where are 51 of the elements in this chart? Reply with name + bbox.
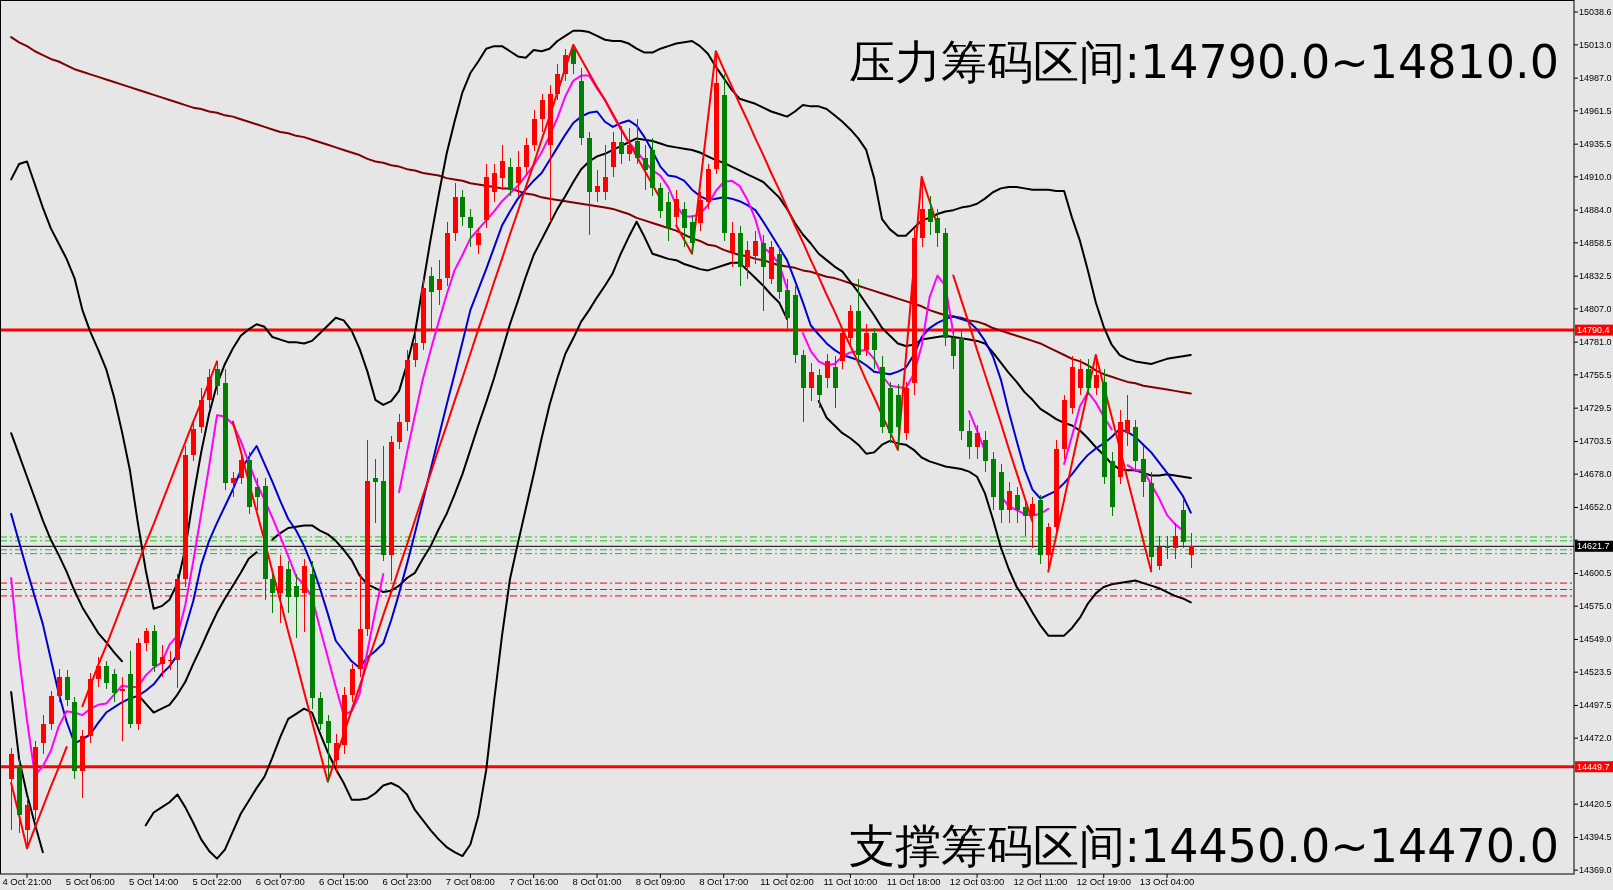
x-tick-label: 5 Oct 06:00 [65,876,115,887]
y-tick-label: 14523.5 [1579,667,1612,678]
y-tick-label: 14832.5 [1579,271,1612,282]
y-tick-label: 14935.5 [1579,139,1612,150]
y-tick-label: 15013.0 [1579,39,1612,50]
x-tick-label: 8 Oct 01:00 [572,876,622,887]
x-tick-label: 12 Oct 19:00 [1076,876,1131,887]
y-tick-label: 14755.5 [1579,369,1612,380]
y-tick-label: 14858.5 [1579,237,1612,248]
y-tick-label: 14549.0 [1579,634,1612,645]
y-tick-label: 14678.0 [1579,469,1612,480]
annotation: 支撑筹码区间:14450.0~14470.0 [848,819,1559,873]
y-tick-label: 14910.0 [1579,171,1612,182]
y-tick-label: 14652.0 [1579,502,1612,513]
x-tick-label: 7 Oct 08:00 [445,876,495,887]
y-tick-label: 14497.5 [1579,700,1612,711]
y-tick-label: 14961.5 [1579,105,1612,116]
y-tick-label: 15038.6 [1579,7,1612,18]
x-tick-label: 6 Oct 23:00 [382,876,432,887]
y-tick-label: 14600.5 [1579,568,1612,579]
x-tick-label: 8 Oct 09:00 [635,876,685,887]
y-tick-label: 14781.0 [1579,337,1612,348]
x-tick-label: 11 Oct 18:00 [886,876,941,887]
x-tick-label: 7 Oct 16:00 [509,876,559,887]
x-tick-label: 12 Oct 11:00 [1013,876,1068,887]
y-tick-label: 14807.0 [1579,303,1612,314]
y-tick-label: 14472.0 [1579,733,1612,744]
x-tick-label: 11 Oct 02:00 [760,876,814,887]
ref-line-label: 14790.4 [1577,325,1610,336]
y-tick-label: 14884.0 [1579,205,1612,216]
annotation: 压力筹码区间:14790.0~14810.0 [848,35,1559,89]
candlestick [168,651,173,670]
x-tick-label: 5 Oct 22:00 [192,876,242,887]
y-tick-label: 14987.0 [1579,73,1612,84]
y-tick-label: 14729.5 [1579,403,1612,414]
x-tick-label: 5 Oct 14:00 [129,876,179,887]
x-tick-label: 6 Oct 07:00 [255,876,305,887]
x-tick-label: 11 Oct 10:00 [823,876,878,887]
y-tick-label: 14575.0 [1579,601,1612,612]
y-tick-label: 14703.5 [1579,436,1612,447]
x-tick-label: 13 Oct 04:00 [1139,876,1195,887]
y-tick-label: 14420.5 [1579,799,1612,810]
ref-line-label: 14449.7 [1577,761,1610,772]
x-tick-label: 6 Oct 15:00 [319,876,369,887]
y-tick-label: 14369.0 [1579,865,1612,876]
x-tick-label: 4 Oct 21:00 [2,876,52,887]
candlestick [1165,536,1170,559]
x-tick-label: 12 Oct 03:00 [949,876,1005,887]
ref-line-label: 14621.7 [1577,541,1610,552]
y-tick-label: 14394.5 [1579,832,1612,843]
x-tick-label: 8 Oct 17:00 [699,876,749,887]
